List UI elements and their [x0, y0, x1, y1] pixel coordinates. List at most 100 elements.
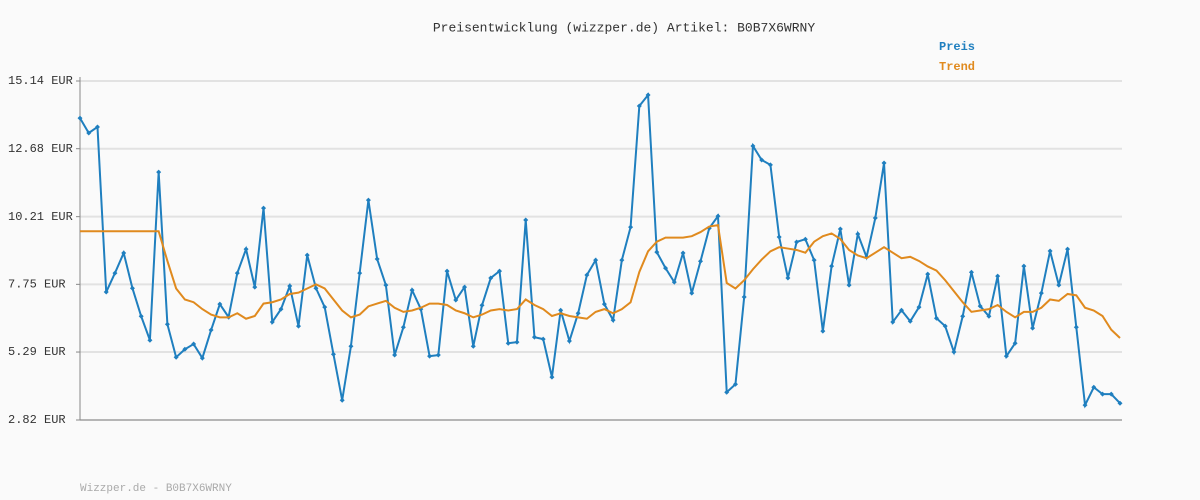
- point: [628, 224, 634, 230]
- point: [645, 92, 651, 98]
- point: [759, 157, 765, 163]
- point: [890, 319, 896, 325]
- point: [252, 284, 258, 290]
- point: [829, 263, 835, 269]
- point: [1021, 263, 1027, 269]
- point: [689, 290, 695, 296]
- point: [767, 162, 773, 168]
- point: [462, 284, 468, 290]
- point: [1030, 325, 1036, 331]
- point: [138, 313, 144, 319]
- point: [435, 352, 441, 358]
- point: [479, 302, 485, 308]
- point: [444, 268, 450, 274]
- point: [794, 239, 800, 245]
- point: [1073, 324, 1079, 330]
- point: [470, 343, 476, 349]
- point: [549, 374, 555, 380]
- series-line: [80, 224, 1121, 339]
- point: [1047, 248, 1053, 254]
- point: [531, 334, 537, 340]
- point: [103, 289, 109, 295]
- point: [147, 337, 153, 343]
- point: [243, 246, 249, 252]
- point: [488, 275, 494, 281]
- point: [1003, 353, 1009, 359]
- point: [1091, 384, 1097, 390]
- point: [348, 343, 354, 349]
- point: [575, 310, 581, 316]
- point: [636, 103, 642, 109]
- point: [409, 287, 415, 293]
- point: [872, 215, 878, 221]
- point: [750, 143, 756, 149]
- point: [1056, 282, 1062, 288]
- point: [776, 234, 782, 240]
- point: [960, 313, 966, 319]
- point: [217, 301, 223, 307]
- point: [156, 169, 162, 175]
- point: [837, 226, 843, 232]
- point: [811, 257, 817, 263]
- point: [182, 346, 188, 352]
- point: [1117, 400, 1123, 406]
- point: [1038, 290, 1044, 296]
- point: [986, 313, 992, 319]
- y-tick-label: 5.29 EUR: [8, 345, 66, 359]
- point: [899, 307, 905, 313]
- point: [942, 323, 948, 329]
- point: [505, 340, 511, 346]
- point: [820, 328, 826, 334]
- point: [383, 282, 389, 288]
- point: [724, 389, 730, 395]
- point: [925, 271, 931, 277]
- point: [593, 257, 599, 263]
- y-tick-label: 15.14 EUR: [8, 74, 73, 88]
- footer: Wizzper.de - B0B7X6WRNY: [80, 483, 232, 495]
- point: [164, 321, 170, 327]
- point: [785, 275, 791, 281]
- point: [112, 270, 118, 276]
- point: [427, 353, 433, 359]
- point: [671, 279, 677, 285]
- y-tick-label: 12.68 EUR: [8, 142, 73, 156]
- point: [77, 115, 83, 121]
- point: [977, 303, 983, 309]
- point: [295, 323, 301, 329]
- point: [269, 319, 275, 325]
- point: [663, 265, 669, 271]
- series-line: [79, 92, 1121, 409]
- point: [365, 197, 371, 203]
- point: [261, 205, 267, 211]
- point: [855, 231, 861, 237]
- point: [619, 257, 625, 263]
- point: [741, 294, 747, 300]
- point: [400, 324, 406, 330]
- point: [1100, 391, 1106, 397]
- point: [453, 297, 459, 303]
- point: [846, 282, 852, 288]
- point: [322, 304, 328, 310]
- point: [698, 258, 704, 264]
- point: [715, 213, 721, 219]
- point: [392, 352, 398, 358]
- point: [523, 217, 529, 223]
- point: [129, 285, 135, 291]
- point: [802, 236, 808, 242]
- point: [1108, 391, 1114, 397]
- point: [330, 351, 336, 357]
- point: [995, 273, 1001, 279]
- point: [496, 268, 502, 274]
- point: [514, 339, 520, 345]
- point: [558, 307, 564, 313]
- point: [121, 250, 127, 256]
- point: [601, 301, 607, 307]
- point: [566, 338, 572, 344]
- point: [881, 160, 887, 166]
- point: [94, 124, 100, 130]
- point: [234, 270, 240, 276]
- point: [907, 318, 913, 324]
- point: [86, 130, 92, 136]
- point: [357, 270, 363, 276]
